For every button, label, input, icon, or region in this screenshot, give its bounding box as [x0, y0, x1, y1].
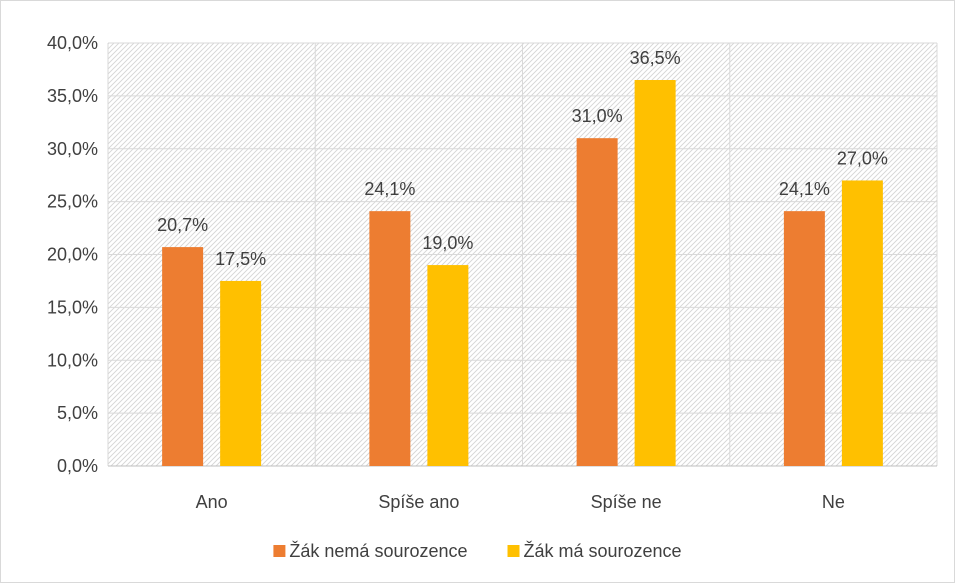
data-label: 17,5%	[215, 249, 266, 269]
y-tick-label: 10,0%	[47, 350, 98, 370]
y-tick-label: 15,0%	[47, 297, 98, 317]
legend-label: Žák má sourozence	[524, 541, 682, 561]
bars	[162, 80, 883, 467]
y-tick-label: 30,0%	[47, 139, 98, 159]
y-tick-label: 0,0%	[57, 456, 98, 476]
legend-label: Žák nemá sourozence	[289, 541, 467, 561]
bar	[634, 80, 676, 466]
data-label: 24,1%	[779, 179, 830, 199]
x-tick-label: Spíše ano	[378, 492, 459, 512]
bar	[576, 138, 618, 467]
data-label: 27,0%	[837, 148, 888, 168]
y-tick-label: 5,0%	[57, 403, 98, 423]
legend: Žák nemá sourozence Žák má sourozence	[273, 541, 682, 561]
bar	[841, 180, 883, 466]
legend-swatch	[273, 545, 286, 557]
y-tick-label: 20,0%	[47, 245, 98, 265]
x-tick-label: Spíše ne	[591, 492, 662, 512]
data-labels: 20,7% 17,5% 24,1% 19,0% 31,0% 36,5% 24,1% 27,0%	[157, 48, 888, 269]
bar	[162, 247, 204, 466]
bar	[369, 211, 411, 466]
axes: 0,0% 5,0% 10,0% 15,0% 20,0% 25,0% 30,0% 35,0% 40…	[47, 33, 937, 512]
bar	[220, 280, 262, 466]
data-label: 20,7%	[157, 215, 208, 235]
y-tick-label: 35,0%	[47, 86, 98, 106]
data-label: 19,0%	[422, 233, 473, 253]
data-label: 36,5%	[630, 48, 681, 68]
x-tick-label: Ne	[822, 492, 845, 512]
y-tick-label: 40,0%	[47, 33, 98, 53]
bar	[427, 265, 469, 466]
data-label: 24,1%	[364, 179, 415, 199]
data-label: 31,0%	[572, 106, 623, 126]
y-tick-label: 25,0%	[47, 192, 98, 212]
bar	[783, 211, 825, 466]
x-tick-label: Ano	[196, 492, 228, 512]
legend-swatch	[507, 545, 520, 557]
